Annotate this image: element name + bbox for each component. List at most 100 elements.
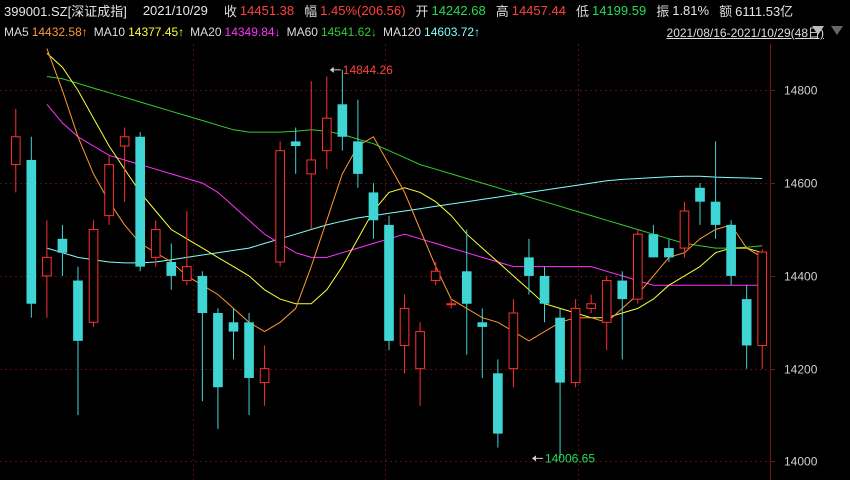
dropdown-triangle-icon[interactable] (812, 26, 824, 35)
candle (135, 132, 146, 272)
candle (259, 345, 270, 406)
candle (197, 271, 208, 402)
candle-body (353, 141, 363, 174)
candle (244, 313, 254, 416)
candle (446, 299, 457, 309)
y-tick-label: 14800 (784, 84, 818, 98)
candle (26, 136, 37, 318)
candle-body (430, 270, 441, 282)
candle-body (57, 238, 68, 253)
change-label: 幅 (304, 3, 318, 19)
candle-body (695, 187, 705, 202)
candle (493, 359, 503, 448)
candle-body (135, 136, 146, 267)
candle (430, 262, 441, 286)
candle-body (197, 275, 208, 314)
candle-body (10, 136, 21, 166)
candle (384, 215, 394, 351)
candle-body (555, 317, 565, 383)
candle-body (337, 104, 348, 137)
candle (524, 238, 534, 295)
candle-body (726, 224, 736, 276)
date-range-selector[interactable]: 2021/08/16-2021/10/29(48日) (666, 26, 824, 40)
candle (539, 266, 550, 323)
candle-body (477, 322, 488, 327)
candle-body (119, 136, 130, 147)
high-value: 14457.44 (511, 2, 566, 18)
candle-body (42, 256, 52, 277)
settings-triangle-icon[interactable] (831, 26, 843, 35)
candle (42, 220, 52, 318)
extreme-annotations: 14844.26 14006.65 (329, 63, 595, 465)
candle (104, 155, 114, 225)
low-annotation: 14006.65 (545, 451, 595, 465)
candle (695, 183, 705, 225)
candle (570, 299, 581, 388)
high-label: 高 (495, 3, 509, 19)
candle (726, 220, 736, 286)
ma120-value: 14603.72↑ (424, 25, 481, 39)
candle-body (601, 280, 612, 323)
candles (10, 69, 768, 459)
candle (321, 76, 332, 170)
candle-body (213, 313, 223, 388)
y-tick-label: 14600 (784, 177, 818, 191)
candle (290, 127, 301, 174)
candle (710, 141, 721, 239)
ma120-label: MA120 (383, 25, 422, 39)
candle (508, 299, 519, 388)
ma120-line (46, 175, 763, 264)
candle-body (368, 192, 379, 221)
candle-body (275, 150, 285, 263)
ma60-label: MA60 (286, 25, 318, 39)
candle-body (632, 233, 643, 300)
candle-body (539, 275, 550, 304)
candle (353, 99, 363, 188)
candle-body (384, 224, 394, 341)
ma10-label: MA10 (93, 25, 126, 39)
candle (757, 249, 768, 369)
candle-body (710, 201, 721, 225)
candle (399, 294, 410, 374)
candle-body (757, 251, 768, 346)
candle-body (321, 117, 332, 152)
candle-body (508, 312, 519, 370)
candle (741, 285, 752, 369)
ma20-line (46, 103, 763, 286)
candle-body (166, 262, 177, 276)
high-arrow-icon (329, 66, 334, 73)
high-annotation: 14844.26 (343, 63, 393, 77)
candle-body (88, 229, 99, 323)
candle-body (259, 368, 270, 384)
ma20-label: MA20 (190, 25, 222, 39)
candle (632, 229, 643, 304)
candle (679, 201, 690, 258)
close-value: 14451.38 (239, 2, 295, 18)
amplitude-value: 1.81% (672, 2, 710, 18)
ma20-value: 14349.84↓ (224, 25, 281, 39)
ma-bar: MA5 14432.58↑ MA10 14377.45↑ MA20 14349.… (0, 22, 850, 42)
amplitude-label: 振 (656, 3, 670, 19)
candle (306, 81, 317, 230)
candle-body (524, 257, 534, 276)
candle-body (741, 299, 752, 346)
candle (57, 224, 68, 276)
ma5-line (46, 48, 763, 342)
candle-body (399, 307, 410, 346)
candle (461, 229, 472, 355)
candle-body (570, 307, 581, 384)
candle-body (290, 141, 301, 147)
candle-body (679, 210, 690, 249)
y-tick-label: 14000 (784, 455, 818, 469)
candle (586, 294, 596, 314)
candle (88, 220, 99, 327)
y-tick-label: 14400 (784, 270, 818, 284)
candle (555, 308, 565, 459)
candle-body (182, 266, 192, 282)
candle-body (586, 303, 596, 309)
ma10-line (46, 52, 763, 319)
candle-body (228, 322, 239, 332)
candle (601, 275, 612, 351)
candle (150, 220, 161, 267)
